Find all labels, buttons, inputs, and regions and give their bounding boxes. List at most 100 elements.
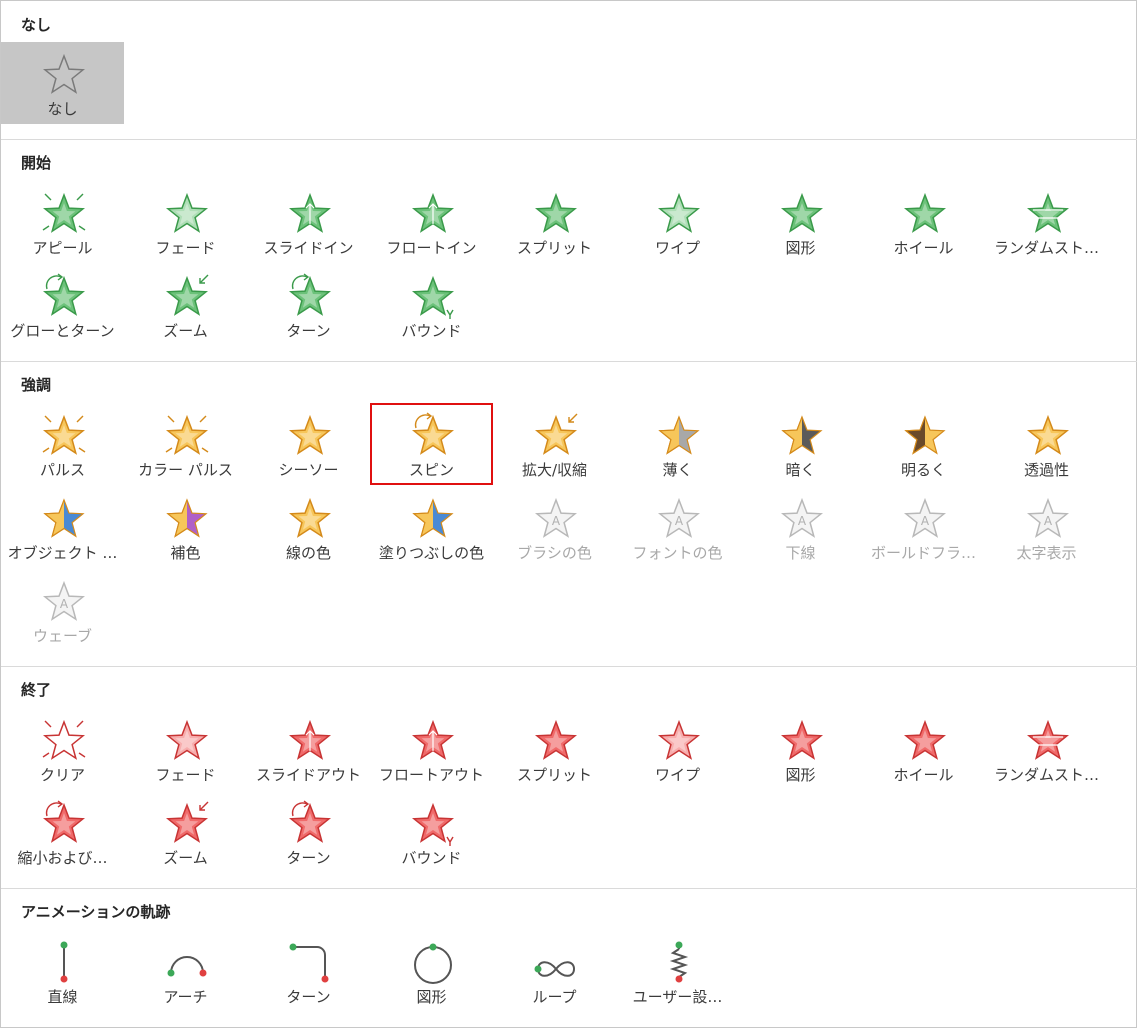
effect-item[interactable]: ランダムスト… bbox=[985, 708, 1108, 790]
effect-item[interactable]: 明るく bbox=[862, 403, 985, 485]
effect-item[interactable]: パルス bbox=[1, 403, 124, 485]
path-custom-icon bbox=[656, 939, 702, 985]
effect-label: ウェーブ bbox=[32, 627, 93, 645]
effect-label: スプリット bbox=[516, 766, 592, 784]
effect-label: クリア bbox=[39, 766, 85, 784]
effect-item[interactable]: フロートアウト bbox=[370, 708, 493, 790]
effect-item[interactable]: クリア bbox=[1, 708, 124, 790]
effect-item[interactable]: 暗く bbox=[739, 403, 862, 485]
svg-text:A: A bbox=[552, 514, 561, 528]
star-grow-shrink-icon bbox=[533, 412, 579, 458]
star-wheel-icon bbox=[902, 190, 948, 236]
effect-item[interactable]: ズーム bbox=[124, 264, 247, 346]
effect-label: ボールドフラ… bbox=[870, 544, 976, 562]
svg-text:A: A bbox=[798, 514, 807, 528]
effect-label: ホイール bbox=[893, 766, 954, 784]
star-font-color-icon: A bbox=[656, 495, 702, 541]
star-color-pulse-icon bbox=[164, 412, 210, 458]
effect-label: フロートイン bbox=[386, 239, 477, 257]
effect-item[interactable]: ループ bbox=[493, 930, 616, 1012]
effect-label: アピール bbox=[32, 239, 93, 257]
effect-item[interactable]: ターン bbox=[247, 791, 370, 873]
effect-label: ズーム bbox=[163, 849, 208, 867]
effect-label: ブラシの色 bbox=[517, 544, 592, 562]
effect-item[interactable]: スライドイン bbox=[247, 181, 370, 263]
effect-item[interactable]: ユーザー設… bbox=[616, 930, 739, 1012]
effect-item[interactable]: ワイプ bbox=[616, 708, 739, 790]
effect-label: 薄く bbox=[662, 461, 693, 479]
effect-item: A ボールドフラ… bbox=[862, 486, 985, 568]
effect-item[interactable]: スピン bbox=[370, 403, 493, 485]
effect-item[interactable]: なし bbox=[1, 42, 124, 124]
effect-item[interactable]: オブジェクト … bbox=[1, 486, 124, 568]
effect-item[interactable]: バウンド bbox=[370, 791, 493, 873]
star-fill-color-icon bbox=[410, 495, 456, 541]
section-title: 強調 bbox=[21, 376, 52, 394]
effect-item[interactable]: シーソー bbox=[247, 403, 370, 485]
effect-item[interactable]: 縮小および… bbox=[1, 791, 124, 873]
star-wipe-icon bbox=[656, 190, 702, 236]
star-zoom-icon bbox=[164, 273, 210, 319]
svg-text:A: A bbox=[60, 597, 69, 611]
section-divider bbox=[1, 666, 1137, 667]
section-divider bbox=[1, 139, 1137, 140]
effect-label: バウンド bbox=[401, 849, 462, 867]
effect-item[interactable]: カラー パルス bbox=[124, 403, 247, 485]
effect-label: 塗りつぶしの色 bbox=[378, 544, 485, 562]
effect-label: ランダムスト… bbox=[993, 766, 1099, 784]
effect-label: アーチ bbox=[163, 988, 208, 1006]
effect-item[interactable]: スプリット bbox=[493, 181, 616, 263]
section-title: なし bbox=[21, 16, 52, 34]
star-fade-icon bbox=[164, 190, 210, 236]
star-bold-flash-icon: A bbox=[902, 495, 948, 541]
effect-item[interactable]: ターン bbox=[247, 930, 370, 1012]
effect-item[interactable]: フロートイン bbox=[370, 181, 493, 263]
effect-item[interactable]: ランダムスト… bbox=[985, 181, 1108, 263]
effect-item[interactable]: グローとターン bbox=[1, 264, 124, 346]
section-divider bbox=[1, 361, 1137, 362]
effect-item[interactable]: 補色 bbox=[124, 486, 247, 568]
effect-item[interactable]: 直線 bbox=[1, 930, 124, 1012]
effect-item[interactable]: 図形 bbox=[739, 708, 862, 790]
path-line-icon bbox=[41, 939, 87, 985]
effect-label: スライドアウト bbox=[255, 766, 361, 784]
effect-label: フェード bbox=[155, 239, 216, 257]
effect-item[interactable]: 図形 bbox=[370, 930, 493, 1012]
effect-item[interactable]: 塗りつぶしの色 bbox=[370, 486, 493, 568]
star-darken-icon bbox=[779, 412, 825, 458]
star-spin-icon bbox=[410, 412, 456, 458]
effect-item[interactable]: スライドアウト bbox=[247, 708, 370, 790]
effect-item[interactable]: バウンド bbox=[370, 264, 493, 346]
effect-item[interactable]: 線の色 bbox=[247, 486, 370, 568]
star-underline-icon: A bbox=[779, 495, 825, 541]
effect-item[interactable]: ホイール bbox=[862, 181, 985, 263]
star-fly-out-icon bbox=[287, 717, 333, 763]
star-shrink-turn-icon bbox=[41, 800, 87, 846]
effect-item[interactable]: アーチ bbox=[124, 930, 247, 1012]
effect-label: ワイプ bbox=[654, 239, 700, 257]
effect-item[interactable]: ターン bbox=[247, 264, 370, 346]
star-disappear-icon bbox=[41, 717, 87, 763]
effect-item[interactable]: ズーム bbox=[124, 791, 247, 873]
effect-item[interactable]: スプリット bbox=[493, 708, 616, 790]
effect-item[interactable]: ホイール bbox=[862, 708, 985, 790]
effect-label: 図形 bbox=[416, 988, 447, 1006]
effect-item[interactable]: ワイプ bbox=[616, 181, 739, 263]
effect-label: ランダムスト… bbox=[993, 239, 1099, 257]
effect-item[interactable]: アピール bbox=[1, 181, 124, 263]
star-bold-reveal-icon: A bbox=[1025, 495, 1071, 541]
effect-item[interactable]: 拡大/収縮 bbox=[493, 403, 616, 485]
effect-item[interactable]: フェード bbox=[124, 181, 247, 263]
effect-item[interactable]: 図形 bbox=[739, 181, 862, 263]
effect-label: 図形 bbox=[785, 766, 816, 784]
effect-label: 暗く bbox=[785, 461, 816, 479]
effect-item[interactable]: フェード bbox=[124, 708, 247, 790]
effect-label: ホイール bbox=[893, 239, 954, 257]
effect-label: ターン bbox=[286, 988, 331, 1006]
effect-item: A 下線 bbox=[739, 486, 862, 568]
effect-item[interactable]: 薄く bbox=[616, 403, 739, 485]
effect-label: バウンド bbox=[401, 322, 462, 340]
effect-item[interactable]: 透過性 bbox=[985, 403, 1108, 485]
effect-label: オブジェクト … bbox=[7, 544, 118, 562]
section-title: 終了 bbox=[21, 681, 52, 699]
